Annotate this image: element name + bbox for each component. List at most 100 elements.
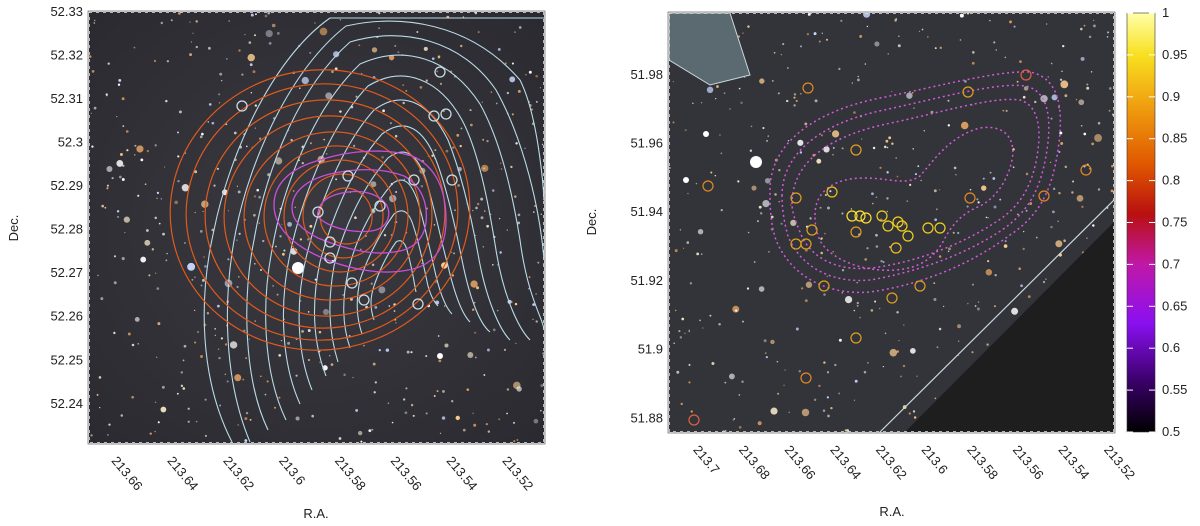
star xyxy=(268,41,272,45)
star xyxy=(292,190,295,192)
star xyxy=(896,175,899,178)
red-contour xyxy=(263,145,409,287)
star xyxy=(696,252,700,256)
star xyxy=(113,255,117,258)
star xyxy=(688,363,691,366)
star xyxy=(405,89,408,92)
star xyxy=(758,286,765,292)
star xyxy=(319,361,321,364)
star xyxy=(395,322,397,324)
star xyxy=(688,330,691,333)
star xyxy=(885,139,889,143)
star xyxy=(233,131,237,135)
star xyxy=(886,146,889,149)
star xyxy=(762,199,770,208)
star xyxy=(228,20,230,22)
star xyxy=(824,194,827,196)
star xyxy=(795,99,798,103)
star xyxy=(360,440,363,443)
star xyxy=(793,96,796,99)
star xyxy=(1080,56,1085,61)
lightblue-contour xyxy=(343,179,453,349)
star xyxy=(149,432,152,435)
star xyxy=(732,419,734,421)
star xyxy=(720,209,723,212)
star xyxy=(295,416,300,421)
star xyxy=(690,410,693,413)
star xyxy=(220,337,224,340)
star xyxy=(716,85,719,88)
star xyxy=(1091,142,1095,146)
star xyxy=(309,142,313,145)
star xyxy=(805,281,813,288)
star xyxy=(827,206,830,210)
y-tick-label: 52.26 xyxy=(50,309,83,324)
x-tick-label: 213.52 xyxy=(499,453,536,493)
star xyxy=(154,272,157,274)
star xyxy=(425,79,428,82)
star xyxy=(255,13,257,16)
star xyxy=(715,98,717,100)
star xyxy=(278,354,282,357)
star xyxy=(540,213,542,215)
star xyxy=(829,190,832,193)
star xyxy=(766,139,768,142)
star xyxy=(162,232,165,236)
star xyxy=(156,197,158,200)
x-tick-label: 213.64 xyxy=(164,453,201,493)
star xyxy=(935,208,938,211)
y-tick-label: 52.29 xyxy=(50,178,83,193)
star xyxy=(258,222,261,225)
star xyxy=(116,115,118,118)
star xyxy=(1035,236,1038,239)
star xyxy=(267,12,271,15)
star xyxy=(335,178,338,181)
star xyxy=(437,55,441,58)
star xyxy=(1058,191,1061,195)
y-tick-label: 52.27 xyxy=(50,265,83,280)
star xyxy=(343,373,346,377)
star xyxy=(106,184,109,187)
star xyxy=(682,247,685,249)
star xyxy=(895,157,897,159)
star xyxy=(216,167,219,170)
star xyxy=(200,284,203,287)
star xyxy=(121,97,125,101)
star xyxy=(206,312,210,315)
star xyxy=(806,32,810,36)
star xyxy=(976,198,979,201)
star xyxy=(287,341,291,345)
magenta-contour xyxy=(316,190,390,233)
star xyxy=(1050,62,1053,65)
star xyxy=(733,418,736,420)
star xyxy=(1025,172,1029,176)
star xyxy=(181,184,190,192)
star xyxy=(374,381,377,384)
star xyxy=(113,331,116,335)
star xyxy=(136,145,144,153)
colorbar-tick-label: 0.75 xyxy=(1162,215,1187,230)
star xyxy=(204,398,207,401)
star xyxy=(195,20,198,23)
star xyxy=(1018,267,1021,271)
star xyxy=(823,146,830,153)
star xyxy=(433,223,436,226)
star xyxy=(542,352,544,355)
star xyxy=(273,406,276,409)
star xyxy=(290,138,293,142)
star xyxy=(163,166,166,168)
star xyxy=(460,127,463,130)
left-star-field xyxy=(89,12,544,443)
star xyxy=(144,239,151,246)
x-tick-label: 213.54 xyxy=(444,453,481,493)
star xyxy=(420,184,424,188)
star xyxy=(1064,165,1068,169)
star xyxy=(276,31,280,35)
star xyxy=(709,314,712,317)
star xyxy=(1092,224,1095,227)
star xyxy=(778,168,781,172)
star xyxy=(783,384,785,387)
star xyxy=(334,67,338,71)
star xyxy=(101,204,104,208)
x-tick-label: 213.56 xyxy=(1010,442,1047,482)
